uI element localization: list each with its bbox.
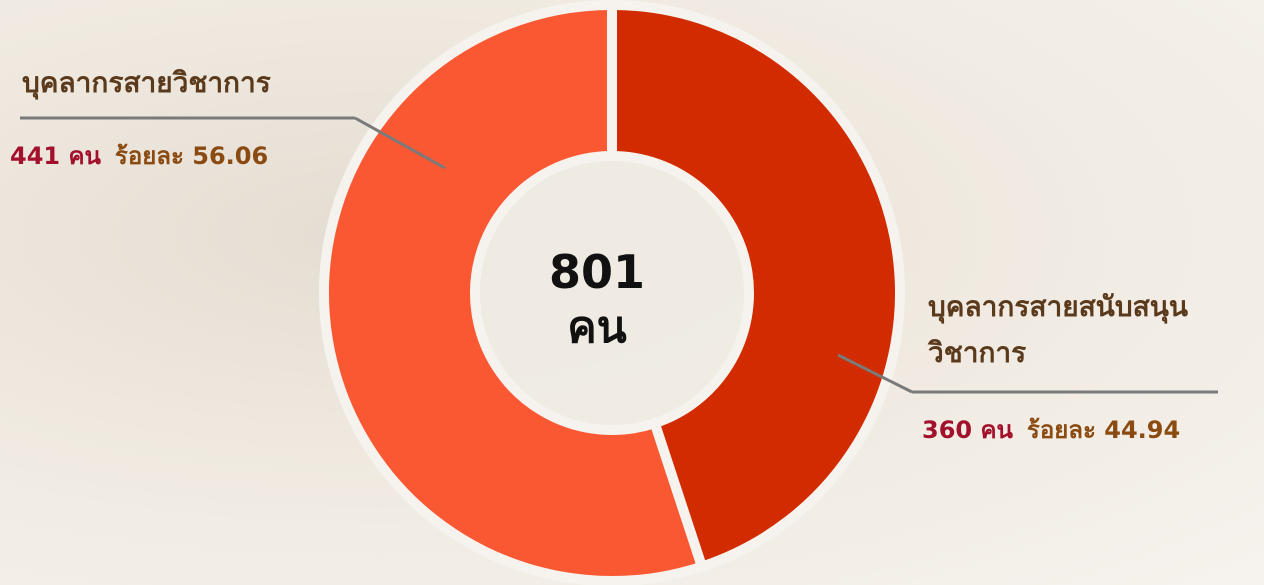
center-unit: คน <box>567 302 627 353</box>
donut-slice <box>607 0 905 573</box>
value-label: 360 คน <box>922 416 1013 444</box>
category-label: บุคลากรสายสนับสนุน วิชาการ <box>928 290 1188 369</box>
center-value: 801 <box>549 245 645 299</box>
category-label: บุคลากรสายวิชาการ <box>22 66 271 99</box>
leader-line <box>837 353 913 394</box>
value-label: 441 คน <box>10 142 101 170</box>
percent-label: ร้อยละ 44.94 <box>1026 416 1181 444</box>
leader-line <box>354 116 446 170</box>
percent-label: ร้อยละ 56.06 <box>114 142 269 170</box>
value-row: 441 คน ร้อยละ 56.06 <box>10 136 268 175</box>
donut-hole <box>480 161 744 425</box>
value-row: 360 คน ร้อยละ 44.94 <box>922 410 1180 449</box>
